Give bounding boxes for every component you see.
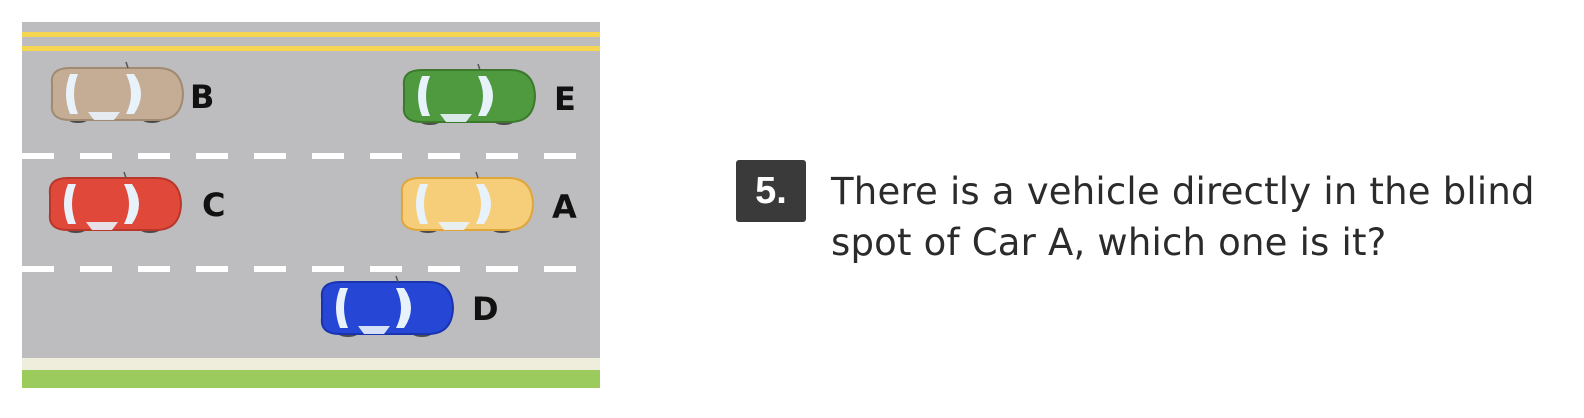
car-label-b: B: [190, 78, 214, 116]
lane-dash: [22, 266, 54, 272]
road-diagram: B E C A D: [22, 22, 600, 388]
road-shoulder: [22, 358, 600, 370]
center-line-top: [22, 32, 600, 37]
lane-dash: [370, 153, 402, 159]
car-e: [402, 63, 537, 125]
question-number-badge: 5.: [736, 160, 806, 222]
car-icon: [400, 171, 535, 233]
car-label-d: D: [472, 290, 499, 328]
lane-dash: [196, 153, 228, 159]
lane-dash: [312, 153, 344, 159]
lane-dash: [312, 266, 344, 272]
center-line-bottom: [22, 46, 600, 51]
car-d: [320, 275, 455, 337]
car-icon: [320, 275, 455, 337]
lane-divider-upper: [22, 153, 576, 159]
lane-divider-lower: [22, 266, 576, 272]
lane-dash: [370, 266, 402, 272]
car-label-a: A: [552, 188, 577, 226]
car-label-e: E: [554, 80, 576, 118]
car-icon: [50, 61, 185, 123]
car-a: [400, 171, 535, 233]
lane-dash: [254, 153, 286, 159]
lane-dash: [196, 266, 228, 272]
lane-dash: [22, 153, 54, 159]
lane-dash: [254, 266, 286, 272]
car-label-c: C: [202, 186, 225, 224]
question-text: There is a vehicle directly in the blind…: [831, 170, 1535, 264]
lane-dash: [138, 266, 170, 272]
lane-dash: [428, 153, 460, 159]
question-panel: 5. There is a vehicle directly in the bl…: [736, 160, 1576, 280]
lane-dash: [428, 266, 460, 272]
car-icon: [48, 171, 183, 233]
lane-dash: [80, 266, 112, 272]
lane-dash: [544, 153, 576, 159]
car-b: [50, 61, 185, 123]
car-c: [48, 171, 183, 233]
car-icon: [402, 63, 537, 125]
grass-strip: [22, 370, 600, 388]
lane-dash: [544, 266, 576, 272]
lane-dash: [486, 153, 518, 159]
lane-dash: [80, 153, 112, 159]
lane-dash: [138, 153, 170, 159]
lane-dash: [486, 266, 518, 272]
